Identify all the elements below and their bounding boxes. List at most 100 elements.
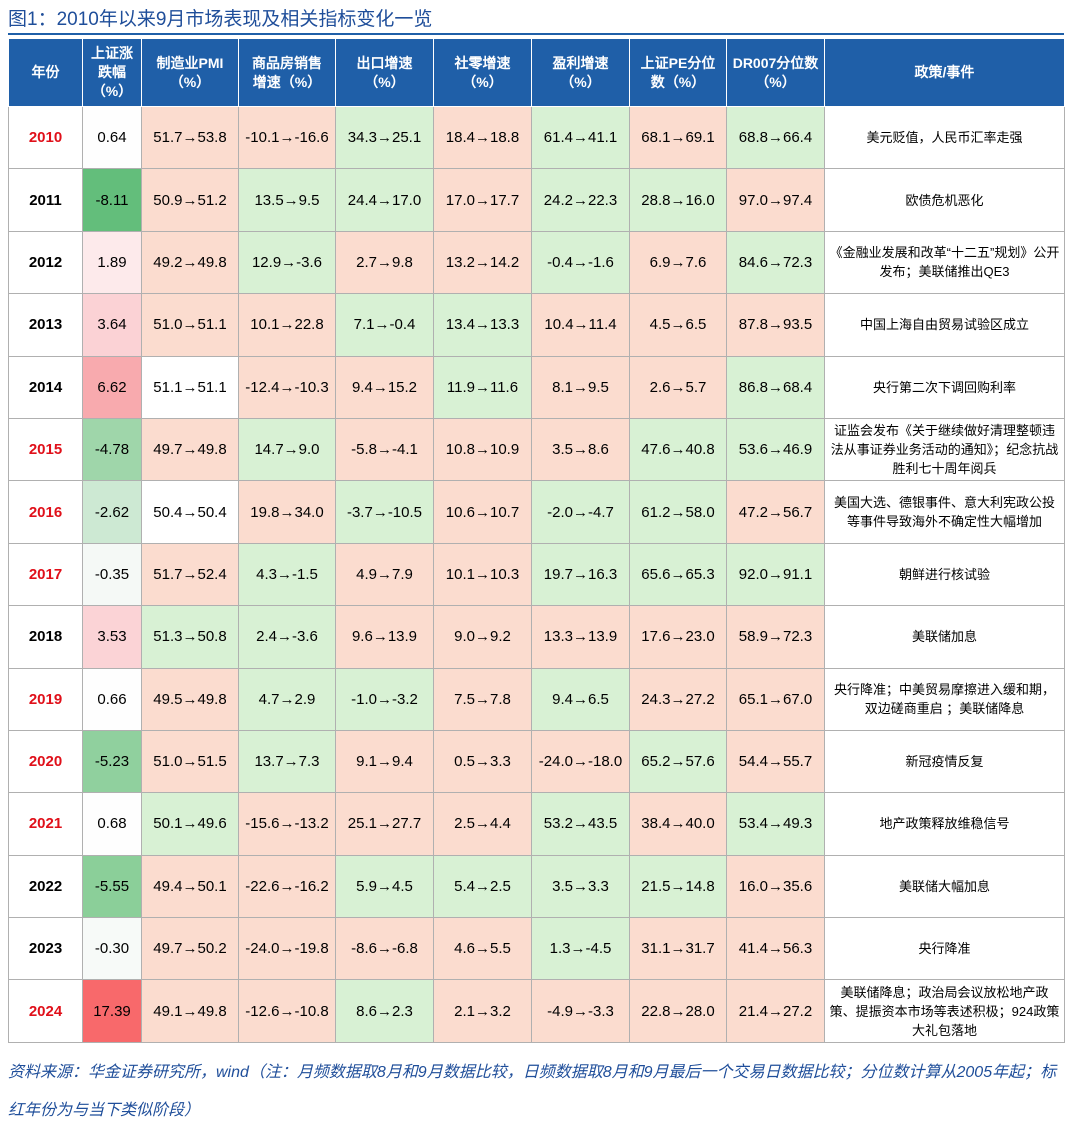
value-cell: 8.1→9.5 xyxy=(531,355,630,419)
policy-cell: 央行降准 xyxy=(824,917,1065,981)
value-cell: 22.8→28.0 xyxy=(629,979,727,1043)
header-cell: 年份 xyxy=(8,38,83,107)
value-cell: 49.5→49.8 xyxy=(141,667,239,731)
value-cell: 4.5→6.5 xyxy=(629,293,727,357)
table-row: 2014 6.62 51.1→51.1 -12.4→-10.3 9.4→15.2 11.9… xyxy=(8,355,1065,419)
value-cell: 51.1→51.1 xyxy=(141,355,239,419)
value-cell: 17.39 xyxy=(82,979,142,1043)
value-cell: 6.62 xyxy=(82,355,142,419)
year-cell: 2022 xyxy=(8,854,83,919)
value-cell: 7.1→-0.4 xyxy=(335,293,434,357)
value-cell: 47.2→56.7 xyxy=(726,480,825,544)
value-cell: 9.1→9.4 xyxy=(335,729,434,794)
value-cell: 24.4→17.0 xyxy=(335,168,434,232)
value-cell: 13.4→13.3 xyxy=(433,293,532,357)
value-cell: -15.6→-13.2 xyxy=(238,792,336,856)
value-cell: 17.6→23.0 xyxy=(629,605,727,669)
value-cell: 1.89 xyxy=(82,230,142,295)
table-row: 2017 -0.35 51.7→52.4 4.3→-1.5 4.9→7.9 10.1→10… xyxy=(8,542,1065,607)
policy-cell: 地产政策释放维稳信号 xyxy=(824,792,1065,856)
header-cell: 制造业PMI （%） xyxy=(141,38,239,107)
table-row: 2023 -0.30 49.7→50.2 -24.0→-19.8 -8.6→-6.8 4.… xyxy=(8,917,1065,981)
value-cell: 68.8→66.4 xyxy=(726,105,825,170)
year-cell: 2015 xyxy=(8,417,83,482)
header-cell: 上证涨 跌幅 （%） xyxy=(82,38,142,107)
value-cell: 53.4→49.3 xyxy=(726,792,825,856)
value-cell: -12.4→-10.3 xyxy=(238,355,336,419)
table-row: 2024 17.39 49.1→49.8 -12.6→-10.8 8.6→2.3 2.1→… xyxy=(8,979,1065,1043)
value-cell: 50.9→51.2 xyxy=(141,168,239,232)
policy-cell: 央行降准；中美贸易摩擦进入缓和期，双边磋商重启 ；美联储降息 xyxy=(824,667,1065,731)
value-cell: 51.7→53.8 xyxy=(141,105,239,170)
value-cell: 4.3→-1.5 xyxy=(238,542,336,607)
value-cell: 51.0→51.1 xyxy=(141,293,239,357)
value-cell: 17.0→17.7 xyxy=(433,168,532,232)
header-cell: 政策/事件 xyxy=(824,38,1065,107)
header-cell: 盈利增速 （%） xyxy=(531,38,630,107)
value-cell: 3.5→3.3 xyxy=(531,854,630,919)
value-cell: 50.1→49.6 xyxy=(141,792,239,856)
table-row: 2010 0.64 51.7→53.8 -10.1→-16.6 34.3→25.1 18.… xyxy=(8,105,1065,170)
value-cell: 6.9→7.6 xyxy=(629,230,727,295)
value-cell: 87.8→93.5 xyxy=(726,293,825,357)
value-cell: -8.6→-6.8 xyxy=(335,917,434,981)
value-cell: 53.2→43.5 xyxy=(531,792,630,856)
value-cell: 21.5→14.8 xyxy=(629,854,727,919)
policy-cell: 美元贬值，人民币汇率走强 xyxy=(824,105,1065,170)
value-cell: 10.1→10.3 xyxy=(433,542,532,607)
table-row: 2016 -2.62 50.4→50.4 19.8→34.0 -3.7→-10.5 10.… xyxy=(8,480,1065,544)
value-cell: 49.4→50.1 xyxy=(141,854,239,919)
value-cell: 84.6→72.3 xyxy=(726,230,825,295)
value-cell: 0.64 xyxy=(82,105,142,170)
year-cell: 2018 xyxy=(8,605,83,669)
value-cell: 2.7→9.8 xyxy=(335,230,434,295)
value-cell: 49.7→49.8 xyxy=(141,417,239,482)
header-cell: 出口增速 （%） xyxy=(335,38,434,107)
year-cell: 2013 xyxy=(8,293,83,357)
year-cell: 2020 xyxy=(8,729,83,794)
table-row: 2013 3.64 51.0→51.1 10.1→22.8 7.1→-0.4 13.4→1… xyxy=(8,293,1065,357)
table-row: 2015 -4.78 49.7→49.8 14.7→9.0 -5.8→-4.1 10.8→… xyxy=(8,417,1065,482)
header-row: 年份 上证涨 跌幅 （%） 制造业PMI （%） 商品房销售 增速（%） 出口增速 （%… xyxy=(8,38,1065,107)
header-cell: 商品房销售 增速（%） xyxy=(238,38,336,107)
policy-cell: 央行第二次下调回购利率 xyxy=(824,355,1065,419)
year-cell: 2011 xyxy=(8,168,83,232)
value-cell: 86.8→68.4 xyxy=(726,355,825,419)
value-cell: 13.5→9.5 xyxy=(238,168,336,232)
table-row: 2011 -8.11 50.9→51.2 13.5→9.5 24.4→17.0 17.0→… xyxy=(8,168,1065,232)
value-cell: -5.8→-4.1 xyxy=(335,417,434,482)
value-cell: 51.3→50.8 xyxy=(141,605,239,669)
value-cell: 2.6→5.7 xyxy=(629,355,727,419)
value-cell: 47.6→40.8 xyxy=(629,417,727,482)
table-row: 2022 -5.55 49.4→50.1 -22.6→-16.2 5.9→4.5 5.4→… xyxy=(8,854,1065,919)
value-cell: 19.7→16.3 xyxy=(531,542,630,607)
value-cell: -1.0→-3.2 xyxy=(335,667,434,731)
value-cell: 24.3→27.2 xyxy=(629,667,727,731)
value-cell: -24.0→-18.0 xyxy=(531,729,630,794)
figure-title: 图1：2010年以来9月市场表现及相关指标变化一览 xyxy=(8,9,433,30)
value-cell: 58.9→72.3 xyxy=(726,605,825,669)
value-cell: 3.53 xyxy=(82,605,142,669)
value-cell: 4.6→5.5 xyxy=(433,917,532,981)
value-cell: 92.0→91.1 xyxy=(726,542,825,607)
value-cell: 18.4→18.8 xyxy=(433,105,532,170)
value-cell: 3.5→8.6 xyxy=(531,417,630,482)
value-cell: -0.4→-1.6 xyxy=(531,230,630,295)
value-cell: 1.3→-4.5 xyxy=(531,917,630,981)
policy-cell: 朝鲜进行核试验 xyxy=(824,542,1065,607)
value-cell: -12.6→-10.8 xyxy=(238,979,336,1043)
value-cell: 2.5→4.4 xyxy=(433,792,532,856)
data-table: 年份 上证涨 跌幅 （%） 制造业PMI （%） 商品房销售 增速（%） 出口增速 （%… xyxy=(8,38,1065,1043)
value-cell: 10.4→11.4 xyxy=(531,293,630,357)
value-cell: 54.4→55.7 xyxy=(726,729,825,794)
policy-cell: 美国大选、德银事件、意大利宪政公投等事件导致海外不确定性大幅增加 xyxy=(824,480,1065,544)
value-cell: 53.6→46.9 xyxy=(726,417,825,482)
value-cell: 3.64 xyxy=(82,293,142,357)
value-cell: 8.6→2.3 xyxy=(335,979,434,1043)
value-cell: -10.1→-16.6 xyxy=(238,105,336,170)
value-cell: -2.0→-4.7 xyxy=(531,480,630,544)
value-cell: 10.8→10.9 xyxy=(433,417,532,482)
year-cell: 2016 xyxy=(8,480,83,544)
title-rule xyxy=(8,33,1064,35)
value-cell: 19.8→34.0 xyxy=(238,480,336,544)
